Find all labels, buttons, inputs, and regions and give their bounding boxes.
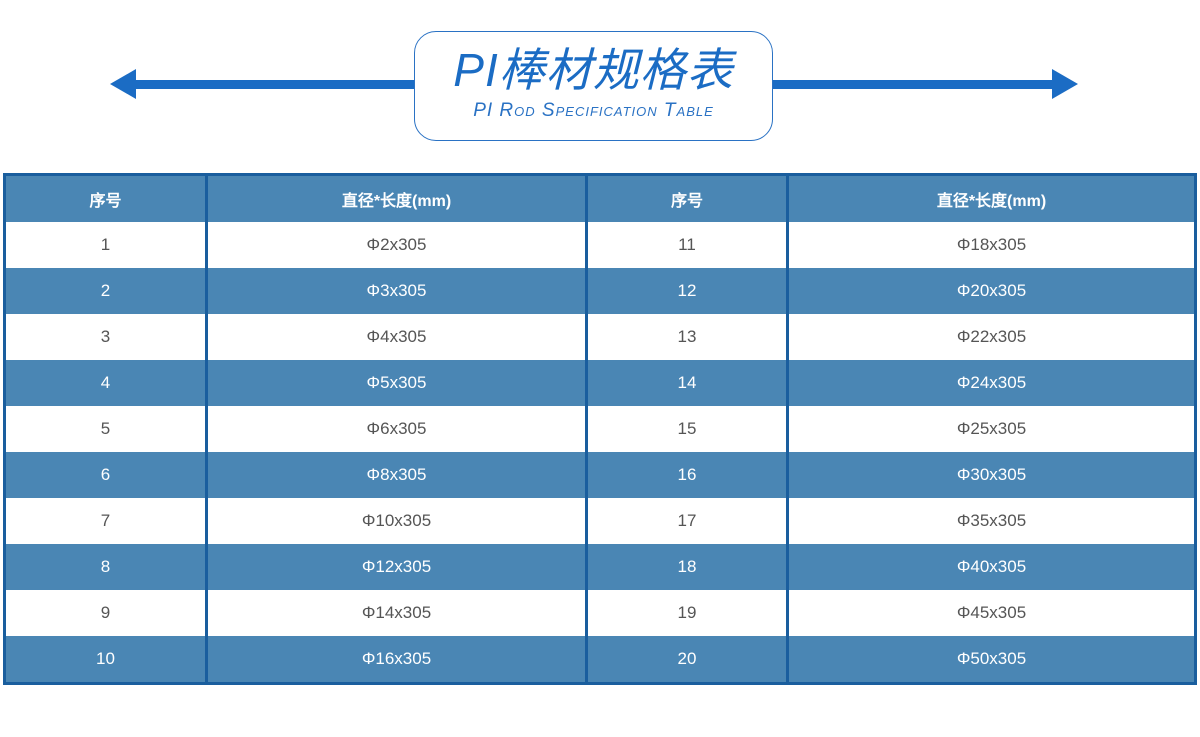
cell-size: Φ5x305 [205, 360, 588, 406]
cell-index: 16 [585, 452, 789, 498]
cell-index: 7 [3, 498, 208, 544]
cell-index: 1 [3, 222, 208, 268]
cell-size: Φ18x305 [786, 222, 1197, 268]
cell-size: Φ45x305 [786, 590, 1197, 636]
table-row: 4 Φ5x305 14 Φ24x305 [3, 360, 1197, 406]
cell-index: 6 [3, 452, 208, 498]
header-index: 序号 [3, 174, 208, 222]
right-arrow-line [770, 80, 1060, 89]
cell-size: Φ22x305 [786, 314, 1197, 360]
cell-index: 11 [585, 222, 789, 268]
cell-index: 13 [585, 314, 789, 360]
title-en: PI Rod Specification Table [473, 100, 714, 121]
cell-size: Φ6x305 [205, 406, 588, 452]
cell-index: 2 [3, 268, 208, 314]
cell-index: 12 [585, 268, 789, 314]
arrow-right-icon [1052, 69, 1078, 99]
cell-size: Φ2x305 [205, 222, 588, 268]
arrow-left-icon [110, 69, 136, 99]
table-row: 7 Φ10x305 17 Φ35x305 [3, 498, 1197, 544]
cell-index: 20 [585, 636, 789, 684]
cell-size: Φ12x305 [205, 544, 588, 590]
cell-size: Φ40x305 [786, 544, 1197, 590]
header-size: 直径*长度(mm) [786, 174, 1197, 222]
header-size: 直径*长度(mm) [205, 174, 588, 222]
table-row: 6 Φ8x305 16 Φ30x305 [3, 452, 1197, 498]
cell-size: Φ16x305 [205, 636, 588, 684]
cell-size: Φ8x305 [205, 452, 588, 498]
cell-size: Φ24x305 [786, 360, 1197, 406]
header-index: 序号 [585, 174, 789, 222]
cell-index: 19 [585, 590, 789, 636]
cell-index: 8 [3, 544, 208, 590]
cell-size: Φ50x305 [786, 636, 1197, 684]
cell-size: Φ3x305 [205, 268, 588, 314]
left-arrow-line [128, 80, 418, 89]
spec-table: 序号 直径*长度(mm) 序号 直径*长度(mm) 1 Φ2x305 11 Φ18x305 2… [3, 173, 1197, 685]
cell-size: Φ14x305 [205, 590, 588, 636]
cell-index: 15 [585, 406, 789, 452]
cell-size: Φ10x305 [205, 498, 588, 544]
cell-index: 5 [3, 406, 208, 452]
cell-index: 14 [585, 360, 789, 406]
table-row: 8 Φ12x305 18 Φ40x305 [3, 544, 1197, 590]
table-header-row: 序号 直径*长度(mm) 序号 直径*长度(mm) [3, 174, 1197, 222]
title-box: PI棒材规格表 PI Rod Specification Table [414, 31, 773, 141]
cell-index: 9 [3, 590, 208, 636]
cell-index: 4 [3, 360, 208, 406]
table-row: 5 Φ6x305 15 Φ25x305 [3, 406, 1197, 452]
cell-size: Φ30x305 [786, 452, 1197, 498]
table-row: 1 Φ2x305 11 Φ18x305 [3, 222, 1197, 268]
cell-size: Φ35x305 [786, 498, 1197, 544]
cell-index: 3 [3, 314, 208, 360]
table-row: 3 Φ4x305 13 Φ22x305 [3, 314, 1197, 360]
title-cn: PI棒材规格表 [453, 44, 734, 96]
cell-index: 18 [585, 544, 789, 590]
table-row: 2 Φ3x305 12 Φ20x305 [3, 268, 1197, 314]
cell-index: 10 [3, 636, 208, 684]
table-row: 10 Φ16x305 20 Φ50x305 [3, 636, 1197, 684]
cell-size: Φ4x305 [205, 314, 588, 360]
cell-size: Φ20x305 [786, 268, 1197, 314]
table-row: 9 Φ14x305 19 Φ45x305 [3, 590, 1197, 636]
cell-index: 17 [585, 498, 789, 544]
cell-size: Φ25x305 [786, 406, 1197, 452]
